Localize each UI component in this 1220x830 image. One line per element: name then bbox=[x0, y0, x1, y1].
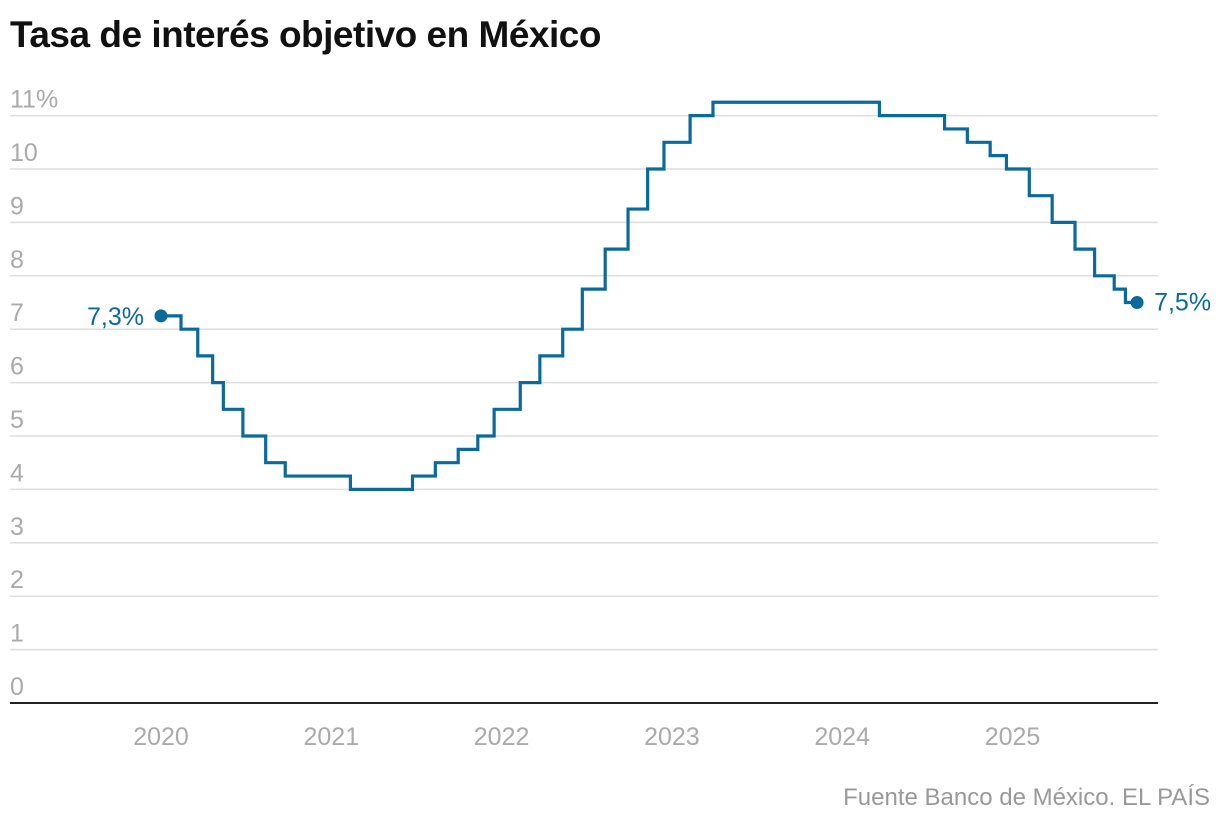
y-tick-label: 1 bbox=[10, 620, 24, 648]
source-note: Fuente Banco de México. EL PAÍS bbox=[843, 784, 1210, 811]
y-tick-label: 10 bbox=[10, 139, 38, 167]
x-tick-label: 2024 bbox=[814, 723, 870, 751]
y-tick-label: 2 bbox=[10, 566, 24, 594]
y-tick-label: 4 bbox=[10, 459, 24, 487]
y-tick-label: 6 bbox=[10, 353, 24, 381]
y-tick-label: 3 bbox=[10, 513, 24, 541]
y-tick-label: 5 bbox=[10, 406, 24, 434]
y-tick-label: 7 bbox=[10, 299, 24, 327]
y-tick-label: 11% bbox=[10, 86, 58, 114]
x-tick-label: 2020 bbox=[133, 723, 189, 751]
x-tick-label: 2022 bbox=[474, 723, 530, 751]
rate-step-line bbox=[161, 100, 1138, 491]
y-tick-label: 0 bbox=[10, 673, 24, 701]
chart-title: Tasa de interés objetivo en México bbox=[10, 14, 601, 55]
y-tick-label: 9 bbox=[10, 192, 24, 220]
y-tick-label: 8 bbox=[10, 246, 24, 274]
start-point bbox=[154, 309, 168, 323]
x-tick-label: 2023 bbox=[644, 723, 700, 751]
end-label: 7,5% bbox=[1154, 289, 1211, 317]
start-label: 7,3% bbox=[87, 303, 144, 331]
x-tick-label: 2021 bbox=[303, 723, 359, 751]
end-point bbox=[1130, 296, 1144, 309]
x-tick-label: 2025 bbox=[985, 723, 1041, 751]
